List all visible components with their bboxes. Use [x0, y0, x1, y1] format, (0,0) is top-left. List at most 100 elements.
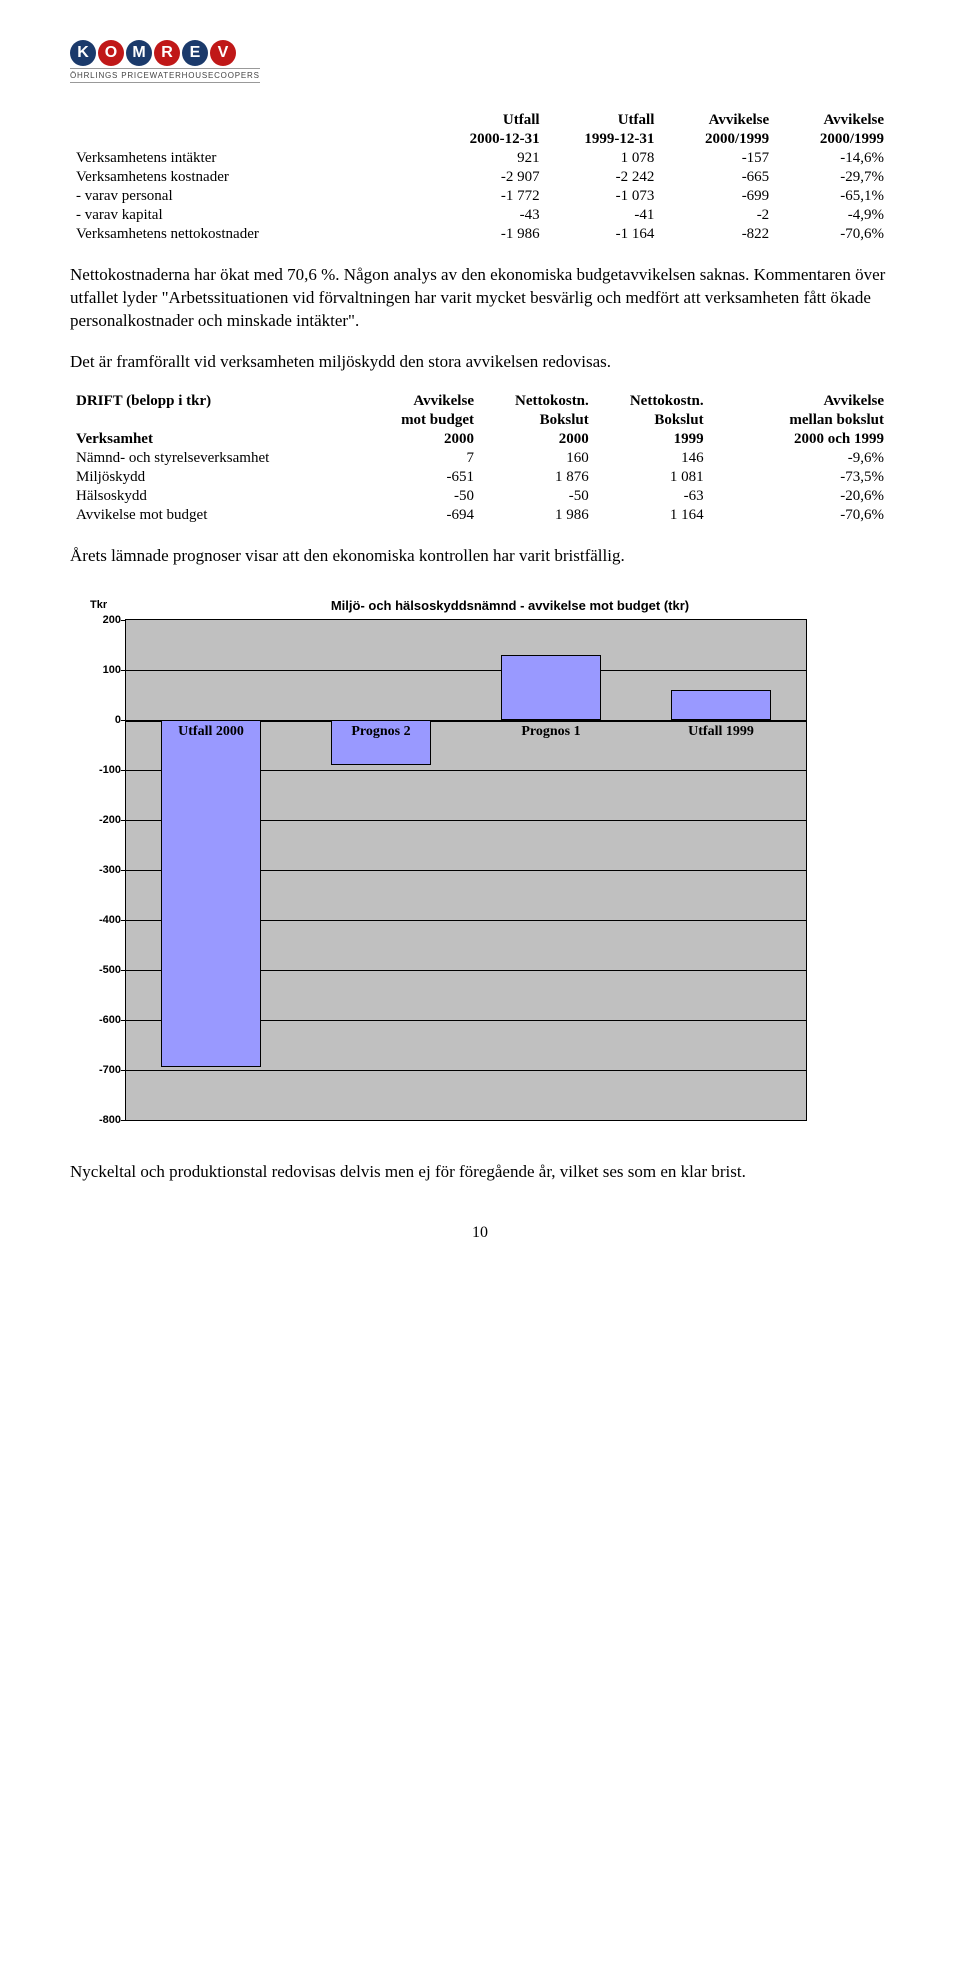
table-cell: 1 078	[546, 149, 661, 168]
chart-category-label: Utfall 2000	[141, 724, 281, 740]
table-row: Miljöskydd-6511 8761 081-73,5%	[70, 468, 890, 487]
chart-y-tick-label: -500	[81, 964, 121, 976]
table-cell: -20,6%	[710, 487, 890, 506]
table-cell: 1 876	[480, 468, 595, 487]
table-header-cell: Bokslut	[480, 411, 595, 430]
table-header-cell: 2000 och 1999	[710, 430, 890, 449]
chart-y-tick-label: -400	[81, 914, 121, 926]
table-header-cell: 2000-12-31	[431, 130, 546, 149]
logo-letter-r: R	[154, 40, 180, 66]
chart-y-tick-label: -800	[81, 1114, 121, 1126]
logo-letter-m: M	[126, 40, 152, 66]
table-cell: - varav kapital	[70, 206, 431, 225]
table-header-cell: Avvikelse	[710, 392, 890, 411]
table-row: - varav personal-1 772-1 073-699-65,1%	[70, 187, 890, 206]
table-header-cell: 1999	[595, 430, 710, 449]
chart-category-label: Utfall 1999	[651, 724, 791, 740]
table-cell: -43	[431, 206, 546, 225]
table-cell: -2	[660, 206, 775, 225]
table-cell: -70,6%	[775, 225, 890, 244]
table-header-cell: 1999-12-31	[546, 130, 661, 149]
logo-letter-e: E	[182, 40, 208, 66]
table-cell: -1 164	[546, 225, 661, 244]
chart-bar	[501, 655, 601, 720]
table-cell: Avvikelse mot budget	[70, 506, 365, 525]
table-cell: 160	[480, 449, 595, 468]
chart-y-tick-label: -700	[81, 1064, 121, 1076]
table-row: Verksamhetens nettokostnader-1 986-1 164…	[70, 225, 890, 244]
table-cell: -50	[365, 487, 480, 506]
table-header-cell: Avvikelse	[365, 392, 480, 411]
table-header-cell: Utfall	[546, 111, 661, 130]
table-cell: -65,1%	[775, 187, 890, 206]
table-row: Hälsoskydd-50-50-63-20,6%	[70, 487, 890, 506]
paragraph-4: Nyckeltal och produktionstal redovisas d…	[70, 1161, 890, 1184]
table-header-cell: 2000/1999	[775, 130, 890, 149]
chart-bar	[161, 720, 261, 1067]
table-header-cell: 2000	[480, 430, 595, 449]
table-header-cell: Bokslut	[595, 411, 710, 430]
table-header-cell: mellan bokslut	[710, 411, 890, 430]
table-row: - varav kapital-43-41-2-4,9%	[70, 206, 890, 225]
table-cell: -2 907	[431, 168, 546, 187]
logo-letter-o: O	[98, 40, 124, 66]
chart-y-unit: Tkr	[90, 599, 107, 611]
table-row: Verksamhetens intäkter9211 078-157-14,6%	[70, 149, 890, 168]
table-cell: -665	[660, 168, 775, 187]
table-cell: Hälsoskydd	[70, 487, 365, 506]
chart-y-tick-label: -600	[81, 1014, 121, 1026]
table-cell: Verksamhetens intäkter	[70, 149, 431, 168]
table-cell: -50	[480, 487, 595, 506]
table-cell: -157	[660, 149, 775, 168]
logo-circles: KOMREV	[70, 40, 890, 66]
table-header-cell	[70, 130, 431, 149]
table-header-cell	[70, 411, 365, 430]
table-cell: -4,9%	[775, 206, 890, 225]
table-cell: 1 986	[480, 506, 595, 525]
table-cell: -651	[365, 468, 480, 487]
table-cell: -63	[595, 487, 710, 506]
table-drift: DRIFT (belopp i tkr)AvvikelseNettokostn.…	[70, 392, 890, 525]
logo-letter-v: V	[210, 40, 236, 66]
table-cell: -694	[365, 506, 480, 525]
table-cell: 7	[365, 449, 480, 468]
table-header-cell	[70, 111, 431, 130]
chart-plot-area: 2001000-100-200-300-400-500-600-700-800U…	[125, 619, 807, 1121]
table-cell: -1 772	[431, 187, 546, 206]
table-cell: - varav personal	[70, 187, 431, 206]
paragraph-3: Årets lämnade prognoser visar att den ek…	[70, 545, 890, 568]
table-row: Verksamhetens kostnader-2 907-2 242-665-…	[70, 168, 890, 187]
chart-wrap: Miljö- och hälsoskyddsnämnd - avvikelse …	[70, 598, 890, 1121]
table-cell: -73,5%	[710, 468, 890, 487]
table-utfall: UtfallUtfallAvvikelseAvvikelse2000-12-31…	[70, 111, 890, 244]
table-cell: -1 073	[546, 187, 661, 206]
table-cell: 1 081	[595, 468, 710, 487]
chart-category-label: Prognos 1	[481, 724, 621, 740]
table-cell: -14,6%	[775, 149, 890, 168]
chart: Tkr 2001000-100-200-300-400-500-600-700-…	[70, 619, 890, 1121]
table-cell: Verksamhetens kostnader	[70, 168, 431, 187]
chart-y-tick-label: -200	[81, 814, 121, 826]
table-row: Avvikelse mot budget-6941 9861 164-70,6%	[70, 506, 890, 525]
table-header-cell: Avvikelse	[775, 111, 890, 130]
table-header-cell: Utfall	[431, 111, 546, 130]
table-row: Nämnd- och styrelseverksamhet7160146-9,6…	[70, 449, 890, 468]
chart-y-tick-label: 0	[81, 714, 121, 726]
chart-bar	[671, 690, 771, 720]
table-cell: -9,6%	[710, 449, 890, 468]
table-header-cell: Nettokostn.	[480, 392, 595, 411]
table-header-cell: Nettokostn.	[595, 392, 710, 411]
chart-y-tick-label: 100	[81, 664, 121, 676]
logo-letter-k: K	[70, 40, 96, 66]
table-header-cell: Verksamhet	[70, 430, 365, 449]
table-cell: -70,6%	[710, 506, 890, 525]
logo-subtitle: ÖHRLINGS PRICEWATERHOUSECOOPERS	[70, 68, 260, 83]
table-cell: 921	[431, 149, 546, 168]
table-cell: -41	[546, 206, 661, 225]
table-cell: -2 242	[546, 168, 661, 187]
paragraph-1: Nettokostnaderna har ökat med 70,6 %. Nå…	[70, 264, 890, 333]
paragraph-2: Det är framförallt vid verksamheten milj…	[70, 351, 890, 374]
table-header-cell: mot budget	[365, 411, 480, 430]
table-header-cell: 2000/1999	[660, 130, 775, 149]
table-cell: Nämnd- och styrelseverksamhet	[70, 449, 365, 468]
